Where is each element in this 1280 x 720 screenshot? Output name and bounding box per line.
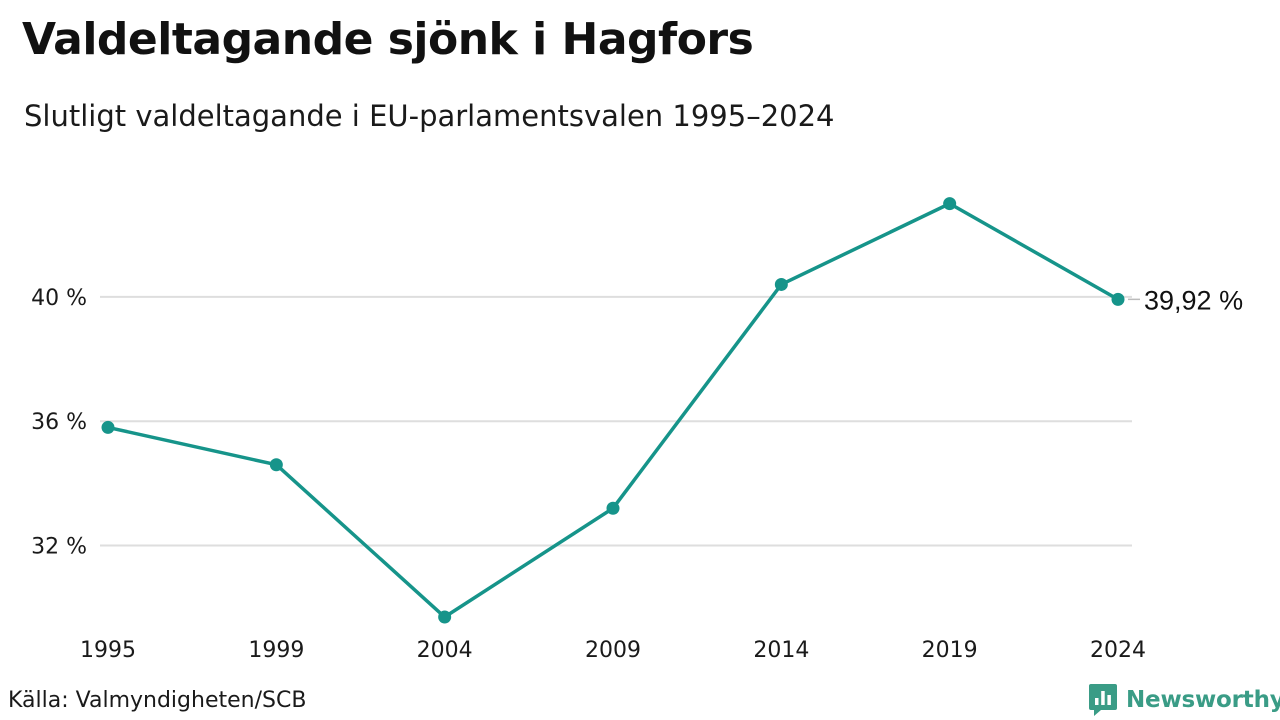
y-axis-ticks: 32 % 36 % 40 %: [31, 286, 87, 560]
x-tick-label: 2024: [1090, 638, 1146, 663]
data-point: [774, 277, 788, 291]
x-tick-label: 2019: [922, 638, 978, 663]
data-point: [438, 610, 452, 624]
x-tick-label: 1995: [80, 638, 136, 663]
data-point: [101, 420, 115, 434]
series: [101, 197, 1125, 624]
brand-logo: Newsworthy: [1088, 683, 1280, 717]
series-line: [106, 201, 1120, 619]
x-tick-label: 2004: [417, 638, 473, 663]
y-tick-label: 36 %: [31, 410, 87, 435]
chart-title: Valdeltagande sjönk i Hagfors: [22, 14, 754, 65]
source-note: Källa: Valmyndigheten/SCB: [8, 688, 307, 713]
data-point: [943, 197, 957, 211]
x-tick-label: 1999: [248, 638, 304, 663]
y-tick-label: 40 %: [31, 286, 87, 311]
data-point: [269, 458, 283, 472]
bar-chart-speech-bubble-icon: [1089, 684, 1117, 716]
x-tick-label: 2014: [753, 638, 809, 663]
x-axis-ticks: 1995 1999 2004 2009 2014 2019 2024: [80, 638, 1146, 663]
end-value-label: 39,92 %: [1144, 285, 1243, 315]
y-tick-label: 32 %: [31, 535, 87, 560]
data-labels: 39,92 %: [1128, 285, 1243, 315]
x-tick-label: 2009: [585, 638, 641, 663]
gridlines: [100, 295, 1132, 547]
chart-subtitle: Slutligt valdeltagande i EU-parlamentsva…: [24, 99, 835, 133]
data-point: [1111, 292, 1125, 306]
data-point: [606, 501, 620, 515]
brand-name: Newsworthy: [1126, 687, 1280, 713]
